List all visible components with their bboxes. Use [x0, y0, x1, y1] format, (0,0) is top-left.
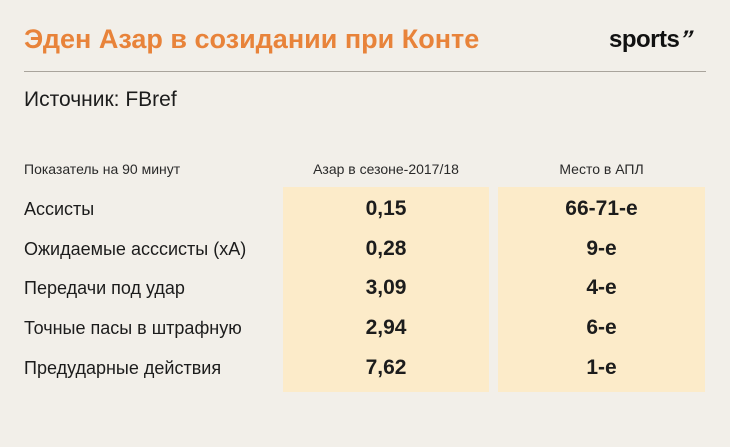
league-rank: 9-е [586, 237, 617, 260]
table-row: Ожидаемые асссисты (xA) 0,28 9-е [0, 229, 730, 269]
metric-name: Ожидаемые асссисты (xA) [24, 239, 247, 259]
metric-name: Предударные действия [24, 358, 222, 378]
metric-value: 2,94 [365, 316, 407, 339]
metric-name: Точные пасы в штрафную [24, 318, 242, 338]
metric-value: 7,62 [365, 356, 407, 379]
league-rank: 4-е [586, 276, 617, 299]
league-rank: 6-е [586, 316, 617, 339]
logo-text: sports [609, 26, 680, 53]
table-row: Предударные действия 7,62 1-е [0, 348, 730, 388]
header-rank: Место в АПЛ [559, 161, 644, 177]
rank-column-highlight [498, 187, 705, 392]
source-note: Источник: FBref [24, 88, 177, 111]
page-title: Эден Азар в созидании при Конте [24, 24, 480, 54]
table-row: Ассисты 0,15 66-71-е [0, 189, 730, 229]
league-rank: 1-е [586, 356, 617, 379]
league-rank: 66-71-е [565, 197, 638, 220]
table-row: Передачи под удар 3,09 4-е [0, 268, 730, 308]
header-metric: Показатель на 90 минут [24, 161, 181, 177]
table-row: Точные пасы в штрафную 2,94 6-е [0, 308, 730, 348]
metric-value: 3,09 [365, 276, 407, 299]
metric-name: Передачи под удар [24, 278, 185, 298]
metric-value: 0,15 [365, 197, 407, 220]
metric-value: 0,28 [365, 237, 407, 260]
value-column-highlight [283, 187, 489, 392]
header-value: Азар в сезоне-2017/18 [313, 161, 459, 177]
header-divider [24, 71, 706, 72]
metric-name: Ассисты [24, 199, 95, 219]
sports-logo: sports’’ [609, 26, 697, 54]
